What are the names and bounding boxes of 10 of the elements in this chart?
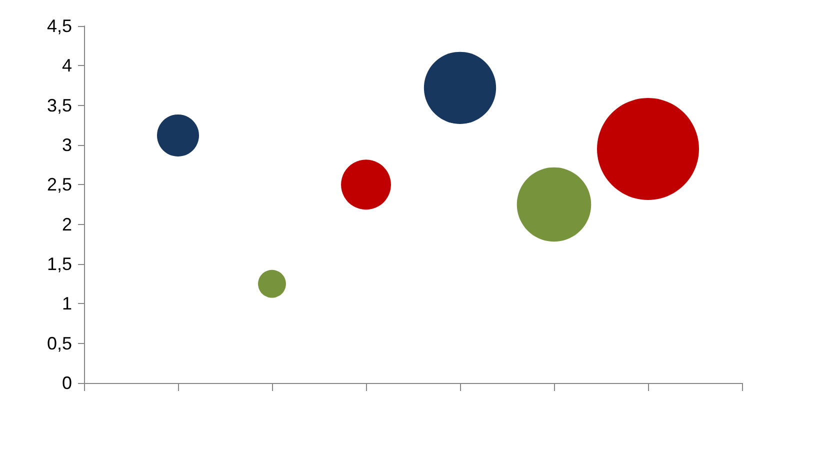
y-tick-label: 3,5 bbox=[46, 95, 72, 116]
y-tick-label: 4,5 bbox=[46, 16, 72, 36]
y-tick-label: 4 bbox=[62, 56, 72, 76]
y-tick-label: 0,5 bbox=[46, 333, 72, 354]
y-tick-label: 2,5 bbox=[46, 174, 72, 195]
y-tick-label: 0 bbox=[62, 373, 72, 393]
y-tick-label: 2 bbox=[62, 214, 72, 234]
y-tick-label: 3 bbox=[62, 135, 72, 155]
y-tick-label: 1 bbox=[62, 294, 72, 314]
y-tick-label: 1,5 bbox=[46, 254, 72, 274]
